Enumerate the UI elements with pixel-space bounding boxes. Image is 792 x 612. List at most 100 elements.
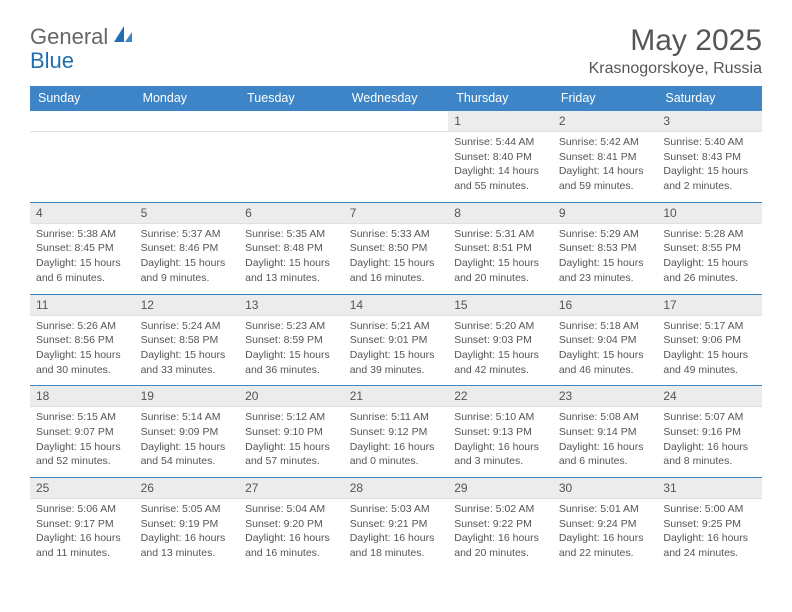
day-cell: 6Sunrise: 5:35 AMSunset: 8:48 PMDaylight… xyxy=(239,202,344,294)
sunrise-label: Sunrise: 5:00 AM xyxy=(663,503,743,515)
day-content: Sunrise: 5:01 AMSunset: 9:24 PMDaylight:… xyxy=(553,499,658,569)
day-content: Sunrise: 5:21 AMSunset: 9:01 PMDaylight:… xyxy=(344,316,449,386)
title-block: May 2025 Krasnogorskoye, Russia xyxy=(589,24,762,78)
sunset-label: Sunset: 9:25 PM xyxy=(663,518,741,530)
daylight-label: Daylight: 16 hours and 18 minutes. xyxy=(350,532,435,559)
day-header: Friday xyxy=(553,86,658,111)
week-row: 25Sunrise: 5:06 AMSunset: 9:17 PMDayligh… xyxy=(30,478,762,569)
day-number: 7 xyxy=(344,203,449,224)
day-cell: 23 Sunrise: 5:08 AM Sunset: 9:14 PM Dayligh… xyxy=(553,386,658,478)
daylight-label: Daylight: 15 hours and 2 minutes. xyxy=(663,165,748,192)
daylight-label: Daylight: 16 hours and 11 minutes. xyxy=(36,532,121,559)
day-cell xyxy=(239,111,344,203)
day-content: Sunrise: 5:10 AMSunset: 9:13 PMDaylight:… xyxy=(448,407,553,477)
day-cell: 9Sunrise: 5:29 AMSunset: 8:53 PMDaylight… xyxy=(553,202,658,294)
sunset-label: Sunset: 9:03 PM xyxy=(454,334,532,346)
day-number: 24 xyxy=(657,386,762,407)
day-header: Sunday xyxy=(30,86,135,111)
daylight-label: Daylight: 14 hours and 55 minutes. xyxy=(454,165,539,192)
day-number: 27 xyxy=(239,478,344,499)
day-cell: 25Sunrise: 5:06 AMSunset: 9:17 PMDayligh… xyxy=(30,478,135,569)
daylight-label: Daylight: 16 hours and 16 minutes. xyxy=(245,532,330,559)
sunset-label: Sunset: 9:12 PM xyxy=(350,426,428,438)
day-cell: 11 Sunrise: 5:26 AM Sunset: 8:56 PM Dayligh… xyxy=(30,294,135,386)
day-cell: 26Sunrise: 5:05 AMSunset: 9:19 PMDayligh… xyxy=(135,478,240,569)
sunset-label: Sunset: 9:20 PM xyxy=(245,518,323,530)
daylight-label: Daylight: 15 hours and 52 minutes. xyxy=(36,441,121,468)
daylight-label: Daylight: 15 hours and 54 minutes. xyxy=(141,441,226,468)
daylight-label: Daylight: 15 hours and 13 minutes. xyxy=(245,257,330,284)
day-cell: 14Sunrise: 5:21 AMSunset: 9:01 PMDayligh… xyxy=(344,294,449,386)
sunrise-label: Sunrise: 5:38 AM xyxy=(36,228,116,240)
day-header: Saturday xyxy=(657,86,762,111)
day-number: 22 xyxy=(448,386,553,407)
daylight-label: Daylight: 16 hours and 20 minutes. xyxy=(454,532,539,559)
sunset-label: Sunset: 9:19 PM xyxy=(141,518,219,530)
day-cell: 10Sunrise: 5:28 AMSunset: 8:55 PMDayligh… xyxy=(657,202,762,294)
sunset-label: Sunset: 8:41 PM xyxy=(559,151,637,163)
day-number: 23 xyxy=(553,386,658,407)
sunset-label: Sunset: 8:40 PM xyxy=(454,151,532,163)
day-number: 16 xyxy=(553,295,658,316)
logo: General xyxy=(30,24,136,50)
day-content: Sunrise: 5:38 AMSunset: 8:45 PMDaylight:… xyxy=(30,224,135,294)
day-content: Sunrise: 5:11 AMSunset: 9:12 PMDaylight:… xyxy=(344,407,449,477)
daylight-label: Daylight: 15 hours and 49 minutes. xyxy=(663,349,748,376)
week-row: 4Sunrise: 5:38 AMSunset: 8:45 PMDaylight… xyxy=(30,202,762,294)
day-number: 31 xyxy=(657,478,762,499)
day-content: Sunrise: 5:40 AMSunset: 8:43 PMDaylight:… xyxy=(657,132,762,202)
day-cell: 28Sunrise: 5:03 AMSunset: 9:21 PMDayligh… xyxy=(344,478,449,569)
sunset-label: Sunset: 8:51 PM xyxy=(454,242,532,254)
day-number: 8 xyxy=(448,203,553,224)
day-number: 20 xyxy=(239,386,344,407)
day-number: 4 xyxy=(30,203,135,224)
day-content: Sunrise: 5:17 AMSunset: 9:06 PMDaylight:… xyxy=(657,316,762,386)
daylight-label: Daylight: 15 hours and 6 minutes. xyxy=(36,257,121,284)
sunrise-label: Sunrise: 5:10 AM xyxy=(454,411,534,423)
sunrise-label: Sunrise: 5:37 AM xyxy=(141,228,221,240)
day-header: Thursday xyxy=(448,86,553,111)
daylight-label: Daylight: 15 hours and 20 minutes. xyxy=(454,257,539,284)
day-number: 26 xyxy=(135,478,240,499)
sunrise-label: Sunrise: 5:04 AM xyxy=(245,503,325,515)
day-cell: 4Sunrise: 5:38 AMSunset: 8:45 PMDaylight… xyxy=(30,202,135,294)
day-number: 10 xyxy=(657,203,762,224)
sunrise-label: Sunrise: 5:05 AM xyxy=(141,503,221,515)
day-cell: 24Sunrise: 5:07 AMSunset: 9:16 PMDayligh… xyxy=(657,386,762,478)
sunset-label: Sunset: 8:56 PM xyxy=(36,334,114,346)
sunset-label: Sunset: 9:14 PM xyxy=(559,426,637,438)
daylight-label: Daylight: 15 hours and 39 minutes. xyxy=(350,349,435,376)
day-content: Sunrise: 5:00 AMSunset: 9:25 PMDaylight:… xyxy=(657,499,762,569)
daylight-label: Daylight: 15 hours and 30 minutes. xyxy=(36,349,121,376)
day-cell: 16Sunrise: 5:18 AMSunset: 9:04 PMDayligh… xyxy=(553,294,658,386)
day-cell: 21Sunrise: 5:11 AMSunset: 9:12 PMDayligh… xyxy=(344,386,449,478)
day-content-empty xyxy=(239,132,344,143)
daylight-label: Daylight: 16 hours and 6 minutes. xyxy=(559,441,644,468)
daylight-label: Daylight: 15 hours and 46 minutes. xyxy=(559,349,644,376)
sunrise-label: Sunrise: 5:26 AM xyxy=(36,320,116,332)
day-content: Sunrise: 5:15 AMSunset: 9:07 PMDaylight:… xyxy=(30,407,135,477)
sunrise-label: Sunrise: 5:08 AM xyxy=(559,411,639,423)
daylight-label: Daylight: 15 hours and 57 minutes. xyxy=(245,441,330,468)
day-content: Sunrise: 5:23 AMSunset: 8:59 PMDaylight:… xyxy=(239,316,344,386)
day-content: Sunrise: 5:07 AMSunset: 9:16 PMDaylight:… xyxy=(657,407,762,477)
day-header: Tuesday xyxy=(239,86,344,111)
daylight-label: Daylight: 15 hours and 26 minutes. xyxy=(663,257,748,284)
day-content: Sunrise: 5:42 AMSunset: 8:41 PMDaylight:… xyxy=(553,132,658,202)
sunset-label: Sunset: 8:48 PM xyxy=(245,242,323,254)
day-number: 11 xyxy=(30,295,135,316)
sunrise-label: Sunrise: 5:33 AM xyxy=(350,228,430,240)
day-number: 9 xyxy=(553,203,658,224)
day-number: 13 xyxy=(239,295,344,316)
day-number-empty xyxy=(30,111,135,132)
sunrise-label: Sunrise: 5:11 AM xyxy=(350,411,429,423)
sunrise-label: Sunrise: 5:06 AM xyxy=(36,503,116,515)
day-cell xyxy=(135,111,240,203)
week-row: 11 Sunrise: 5:26 AM Sunset: 8:56 PM Dayligh… xyxy=(30,294,762,386)
day-cell: 3Sunrise: 5:40 AMSunset: 8:43 PMDaylight… xyxy=(657,111,762,203)
day-content-empty xyxy=(135,132,240,143)
day-cell: 31Sunrise: 5:00 AMSunset: 9:25 PMDayligh… xyxy=(657,478,762,569)
daylight-label: Daylight: 16 hours and 8 minutes. xyxy=(663,441,748,468)
day-content: Sunrise: 5:33 AMSunset: 8:50 PMDaylight:… xyxy=(344,224,449,294)
sunrise-label: Sunrise: 5:28 AM xyxy=(663,228,743,240)
